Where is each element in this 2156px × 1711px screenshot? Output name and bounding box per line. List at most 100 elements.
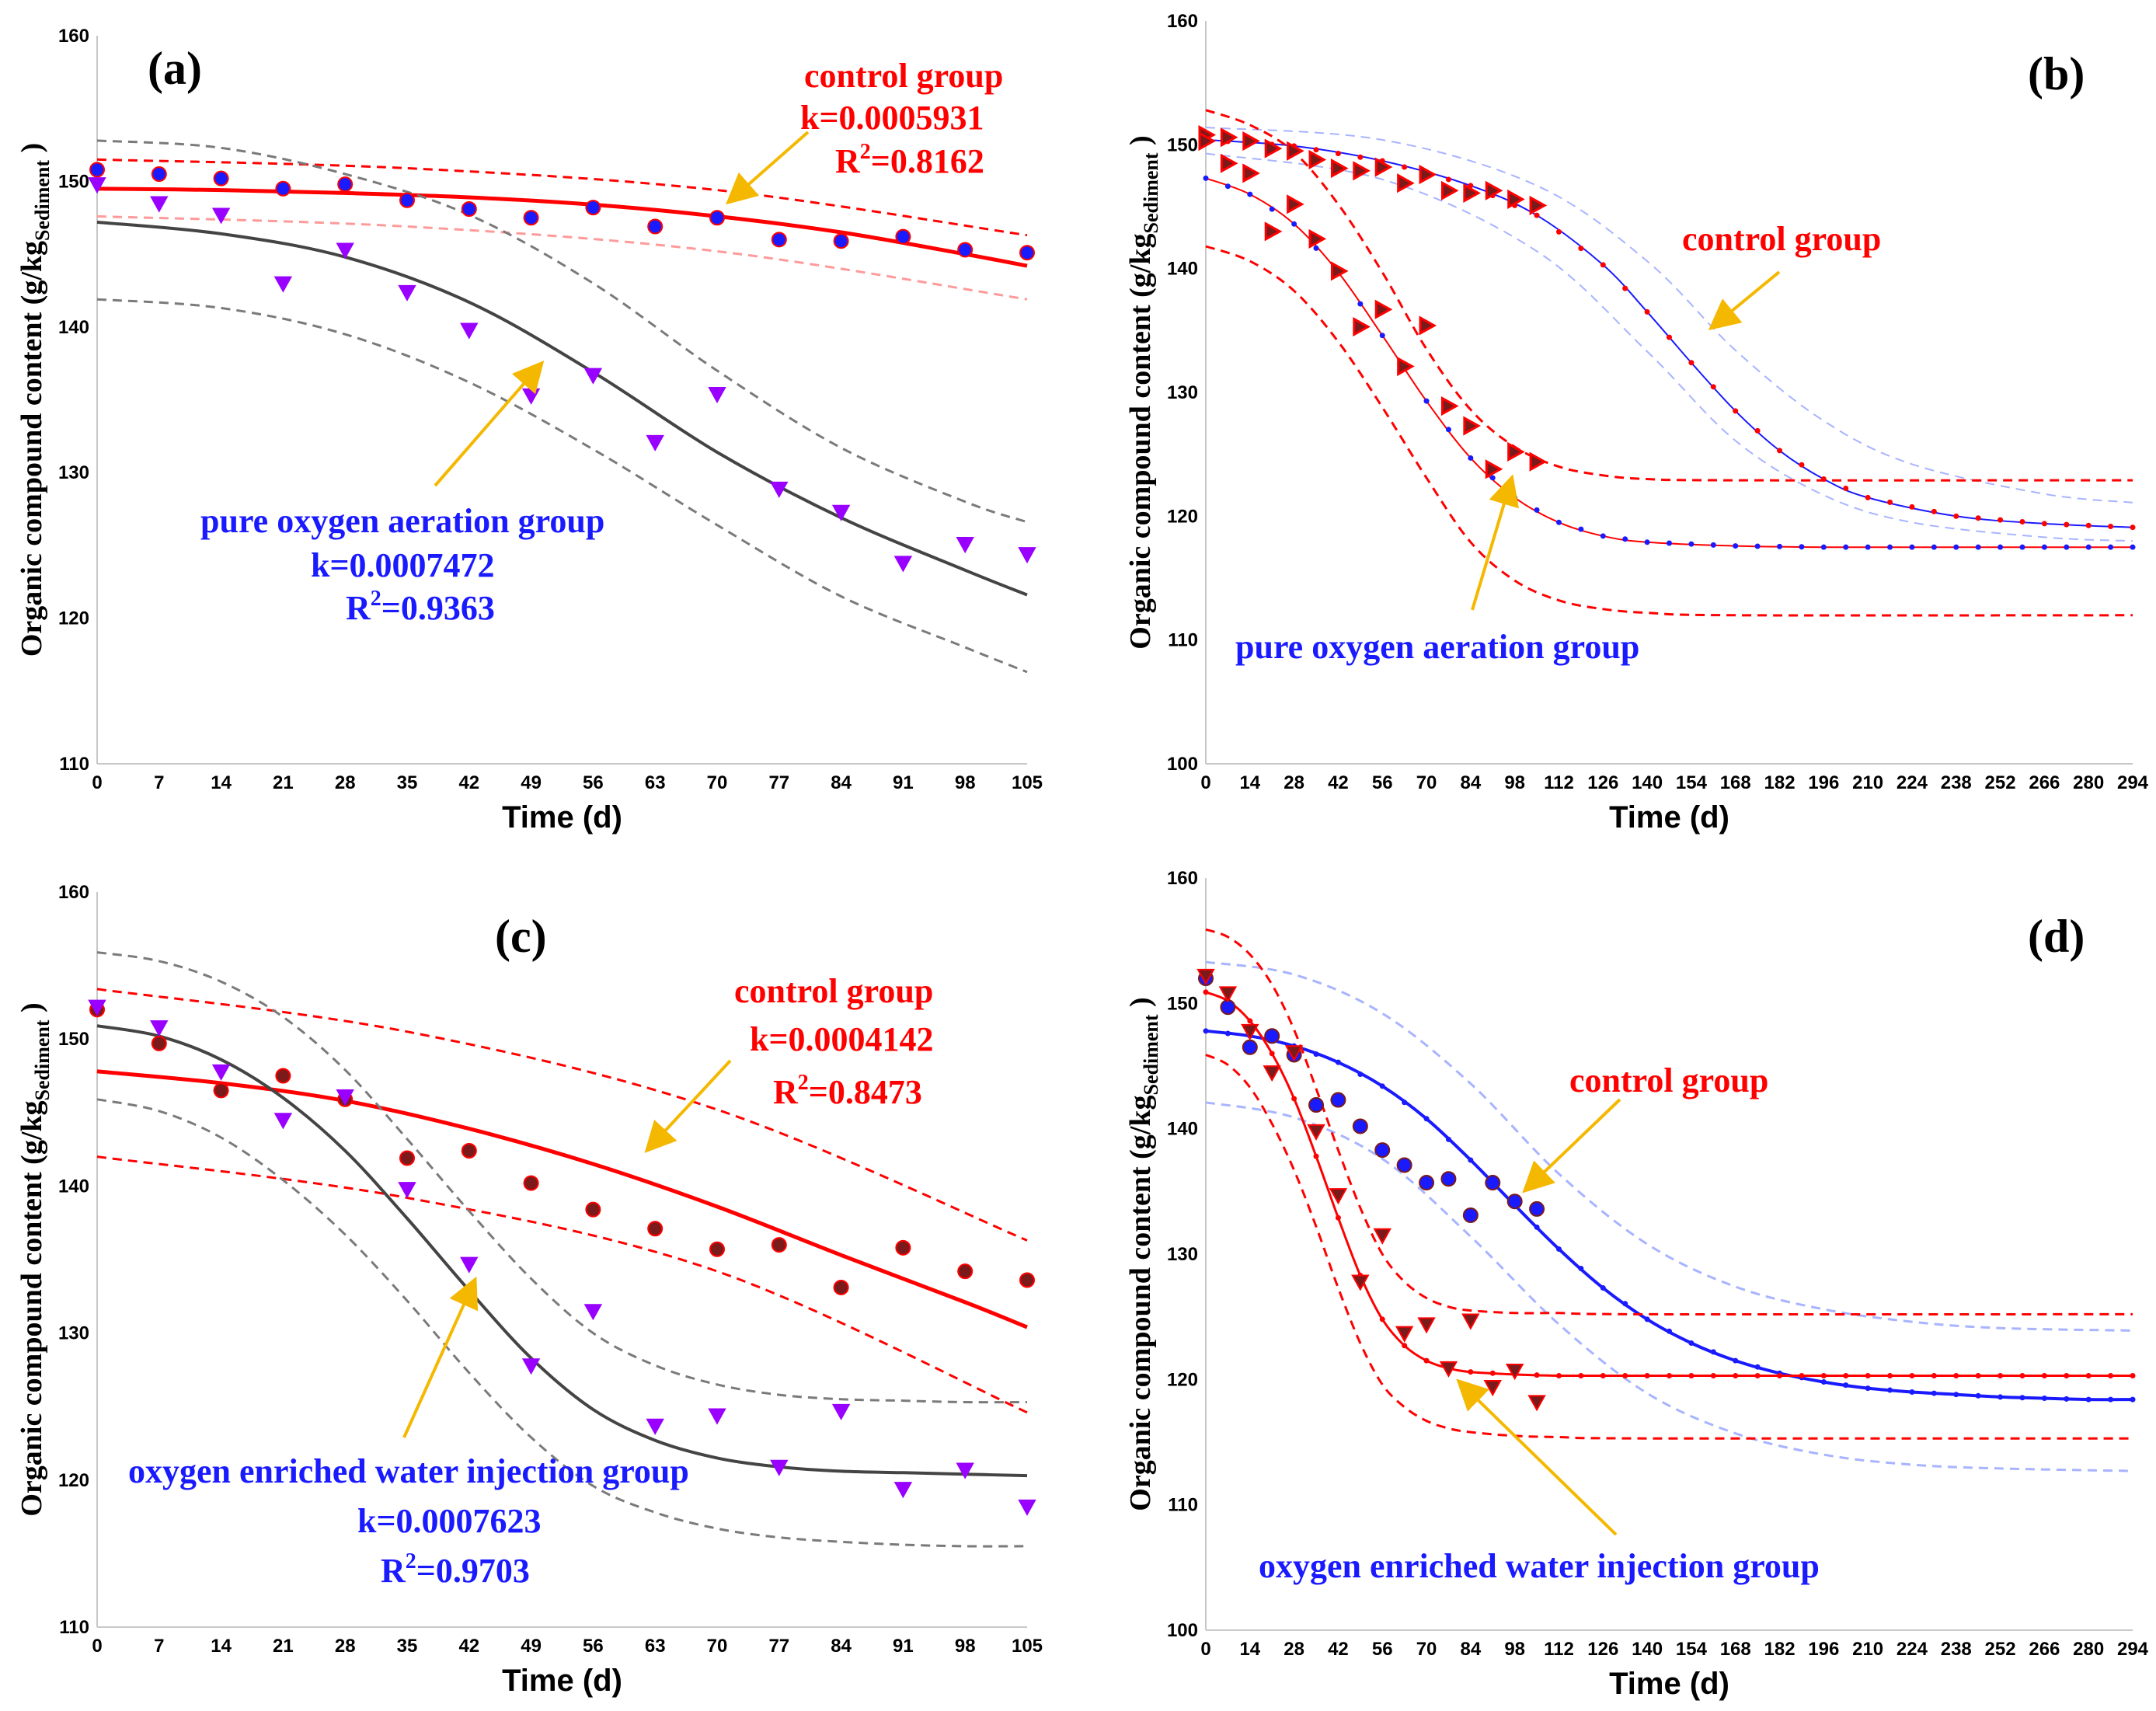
control-group-fit-dot (1313, 147, 1319, 153)
r-symbol: R (835, 142, 861, 180)
x-tick-label: 210 (1852, 1639, 1883, 1660)
oxygen-enriched-water-injection-group-fit-dot (1887, 1372, 1893, 1378)
control-group-fit-dot (2064, 1396, 2070, 1402)
oxygen-enriched-water-injection-group-data-point (460, 1256, 479, 1274)
y-tick-label: 150 (58, 171, 89, 192)
pure-oxygen-aeration-group-fit-dot (1291, 221, 1297, 227)
pure-oxygen-aeration-group-fit-dot (1555, 519, 1562, 525)
y-tick-label: 150 (1167, 993, 1198, 1014)
pure-oxygen-aeration-group-data-point (150, 196, 169, 213)
panel-a-label: (a) (148, 43, 202, 94)
control-group-fit-dot (1931, 508, 1937, 514)
d-control-arrow (1522, 1098, 1621, 1194)
panel-a: 110 120 130 140 150 160 0 7 14 21 28 35 42 49 56 63 70 77… (16, 26, 1043, 835)
control-group-fit-dot (1887, 499, 1893, 505)
oxygen-enriched-water-injection-group-fit-dot (1402, 1343, 1408, 1349)
x-tick-label: 21 (273, 1636, 294, 1657)
x-tick-label: 28 (335, 1636, 356, 1657)
control-group-data-point (337, 176, 354, 193)
pure-oxygen-aeration-group-ci-lower (96, 298, 1028, 674)
oxygen-enriched-water-injection-group-fit-dot (1534, 1372, 1540, 1378)
control-group-fit-dot (1644, 308, 1650, 315)
control-group-fit-dot (1865, 494, 1871, 500)
control-group-fit-dot (1820, 1379, 1827, 1385)
pure-oxygen-aeration-group-fit-dot (1688, 541, 1694, 547)
control-group-data-point (461, 1142, 477, 1159)
x-tick-label: 252 (1985, 772, 2016, 793)
control-group-fit-dot (1379, 1083, 1385, 1089)
control-group-data-point (957, 242, 974, 258)
pure-oxygen-aeration-group-data-point (1485, 459, 1503, 479)
d-control-label: control group (1569, 1061, 1768, 1099)
panel-d-label: (d) (2028, 911, 2085, 962)
y-tick-label: 100 (1167, 1620, 1198, 1641)
control-group-data-point (1506, 1194, 1523, 1210)
control-group-fit-dot (1445, 1136, 1451, 1142)
y-axis-label-main: Organic compound content (g/kg (1124, 1095, 1157, 1511)
control-group-fit-dot (1357, 154, 1364, 160)
control-group-fit-dot (1423, 1116, 1430, 1122)
control-group-data-point (275, 1068, 291, 1084)
oxygen-enriched-water-injection-group-data-point (1395, 1326, 1414, 1343)
x-tick-label: 196 (1808, 772, 1839, 793)
x-tick-label: 266 (2029, 772, 2060, 793)
control-group-ci-upper (1205, 127, 2133, 504)
control-group-fit-dot (1887, 1387, 1893, 1393)
oxygen-enriched-water-injection-group-fit-dot (1203, 989, 1209, 995)
control-group-fit-dot (1865, 1385, 1871, 1392)
oxygen-enriched-water-injection-group-fit-dot (1667, 1372, 1672, 1378)
control-group-fit-dot (1534, 1224, 1540, 1230)
oxygen-enriched-water-injection-group-data-point (770, 1459, 789, 1476)
pure-oxygen-aeration-group-fit-dot (1975, 544, 1981, 550)
control-group-fit-dot (2130, 524, 2136, 531)
pure-oxygen-aeration-group-fit-dot (1733, 543, 1739, 549)
c-oxygen-k: k=0.0007623 (357, 1502, 542, 1540)
y-axis-label-end: ) (1124, 997, 1157, 1014)
control-group-data-point (275, 180, 291, 197)
control-group-ci-lower (96, 214, 1028, 301)
pure-oxygen-aeration-group-fit-dot (1489, 475, 1496, 481)
oxygen-enriched-water-injection-group-data-point (211, 1064, 231, 1081)
control-group-fit-dot (1644, 1316, 1650, 1322)
y-tick-label: 110 (1168, 1495, 1198, 1516)
r2-value: =0.9363 (381, 589, 495, 627)
control-group-fit-dot (1975, 515, 1981, 521)
panel-b: 100 110 120 130 140 150 160 0 14 28 42 56 70 84 98 112 1… (1124, 11, 2149, 835)
x-tick-label: 126 (1587, 772, 1618, 793)
control-group-fit-curve (96, 186, 1028, 268)
y-axis-label-main: Organic compound content (g/kg (1124, 233, 1157, 649)
control-group-ci-upper (1205, 960, 2133, 1332)
oxygen-enriched-water-injection-group-fit-dot (1754, 1372, 1761, 1378)
oxygen-enriched-water-injection-group-data-point (1284, 1045, 1304, 1062)
oxygen-enriched-water-injection-group-fit-dot (1799, 1372, 1805, 1378)
c-control-arrow (644, 1059, 732, 1153)
pure-oxygen-aeration-group-data-point (521, 388, 541, 405)
y-tick-label: 130 (58, 462, 89, 483)
oxygen-enriched-water-injection-group-data-point (1018, 1499, 1036, 1516)
control-group-fit-dot (2041, 1396, 2047, 1402)
x-tick-label: 294 (2117, 772, 2149, 793)
control-group-data-point (1019, 1272, 1035, 1288)
control-group-data-point (1352, 1118, 1368, 1134)
x-tick-label: 70 (707, 772, 728, 793)
pure-oxygen-aeration-group-fit-dot (1777, 543, 1783, 549)
y-tick-label: 160 (58, 882, 89, 903)
control-group-data-point (1529, 195, 1548, 215)
pure-oxygen-aeration-group-data-point (646, 434, 664, 451)
control-group-data-point (1440, 1171, 1457, 1187)
pure-oxygen-aeration-group-fit-dot (2130, 544, 2136, 550)
x-tick-label: 84 (831, 772, 852, 793)
y-tick-label: 130 (58, 1323, 89, 1344)
x-tick-label: 105 (1012, 772, 1043, 793)
x-tick-label: 63 (645, 772, 666, 793)
control-group-fit-dot (1843, 1382, 1849, 1389)
y-tick-label: 160 (58, 26, 89, 47)
control-group-data-point (151, 166, 167, 183)
control-group-data-point (89, 162, 105, 178)
y-tick-label: 140 (1167, 259, 1198, 280)
oxygen-enriched-water-injection-group-fit-dot (1622, 1372, 1628, 1378)
control-group-fit-dot (2108, 523, 2114, 529)
oxygen-enriched-water-injection-group-data-point (521, 1358, 541, 1375)
control-group-fit-dot (2130, 1396, 2136, 1403)
